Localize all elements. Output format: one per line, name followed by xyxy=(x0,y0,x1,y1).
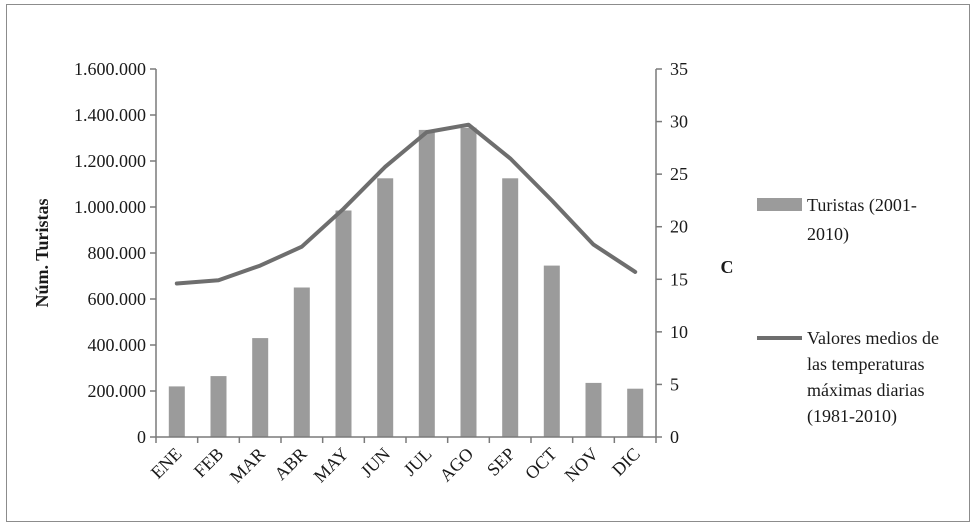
x-tick-label-ene: ENE xyxy=(147,444,186,483)
bar-series-turistas xyxy=(168,127,644,438)
legend-label-line-line-4: (1981-2010) xyxy=(807,406,897,427)
bar-feb xyxy=(210,376,227,437)
left-tick-label: 1.000.000 xyxy=(74,197,146,217)
bar-nov xyxy=(585,382,602,437)
line-series-temperaturas xyxy=(174,122,638,286)
bar-abr xyxy=(293,287,310,437)
legend-label-line-line-2: las temperaturas xyxy=(807,354,924,374)
bar-jun xyxy=(377,178,394,438)
x-tick-label-may: MAY xyxy=(310,444,353,487)
legend-swatch-bar xyxy=(757,198,802,211)
right-tick-label: 5 xyxy=(670,374,679,394)
bar-oct xyxy=(543,265,560,437)
legend-label-line-line-3: máximas diarias xyxy=(807,380,924,400)
right-axis-title: C xyxy=(721,257,734,277)
bar-dic xyxy=(627,388,644,437)
x-tick-label-abr: ABR xyxy=(270,444,310,484)
x-tick-label-mar: MAR xyxy=(226,444,269,487)
left-tick-label: 200.000 xyxy=(88,381,147,401)
left-axis-ticks: 0 200.000 400.000 600.000 800.000 1.000.000 1.… xyxy=(74,59,156,447)
bar-jul xyxy=(418,129,435,437)
left-tick-label: 400.000 xyxy=(88,335,147,355)
legend-label-line-line-1: Valores medios de xyxy=(807,328,939,348)
x-tick-label-jul: JUL xyxy=(400,444,436,480)
axes xyxy=(155,69,657,438)
left-tick-label: 600.000 xyxy=(88,289,147,309)
right-tick-label: 30 xyxy=(670,112,688,132)
x-tick-label-ago: AGO xyxy=(436,444,478,486)
chart-frame xyxy=(6,4,970,522)
left-tick-label: 0 xyxy=(137,427,146,447)
right-tick-label: 15 xyxy=(670,269,688,289)
temperature-line xyxy=(174,122,638,286)
x-tick-label-feb: FEB xyxy=(190,444,227,481)
bar-ene xyxy=(168,386,185,437)
x-tick-label-nov: NOV xyxy=(561,444,603,486)
right-tick-label: 20 xyxy=(670,217,688,237)
left-tick-label: 1.600.000 xyxy=(74,59,146,79)
left-tick-label: 1.200.000 xyxy=(74,151,146,171)
right-axis-ticks: 0 5 10 15 20 25 30 35 xyxy=(656,59,688,447)
legend-label-bar-line-1: Turistas (2001- xyxy=(807,195,917,216)
legend: Turistas (2001- 2010) Valores medios de … xyxy=(757,195,939,427)
x-tick-label-sep: SEP xyxy=(483,444,519,480)
left-axis-title: Núm. Turistas xyxy=(32,198,52,307)
legend-label-bar-line-2: 2010) xyxy=(807,224,849,245)
x-tick-label-jun: JUN xyxy=(357,444,394,481)
x-tick-label-dic: DIC xyxy=(608,444,644,480)
left-tick-label: 1.400.000 xyxy=(74,105,146,125)
right-tick-label: 35 xyxy=(670,59,688,79)
left-tick-label: 800.000 xyxy=(88,243,147,263)
right-tick-label: 10 xyxy=(670,322,688,342)
right-tick-label: 0 xyxy=(670,427,679,447)
bar-ago xyxy=(460,127,477,437)
right-tick-label: 25 xyxy=(670,164,688,184)
bar-sep xyxy=(502,178,519,438)
bar-mar xyxy=(252,338,269,437)
x-tick-label-oct: OCT xyxy=(521,444,561,484)
bar-may xyxy=(335,210,352,437)
